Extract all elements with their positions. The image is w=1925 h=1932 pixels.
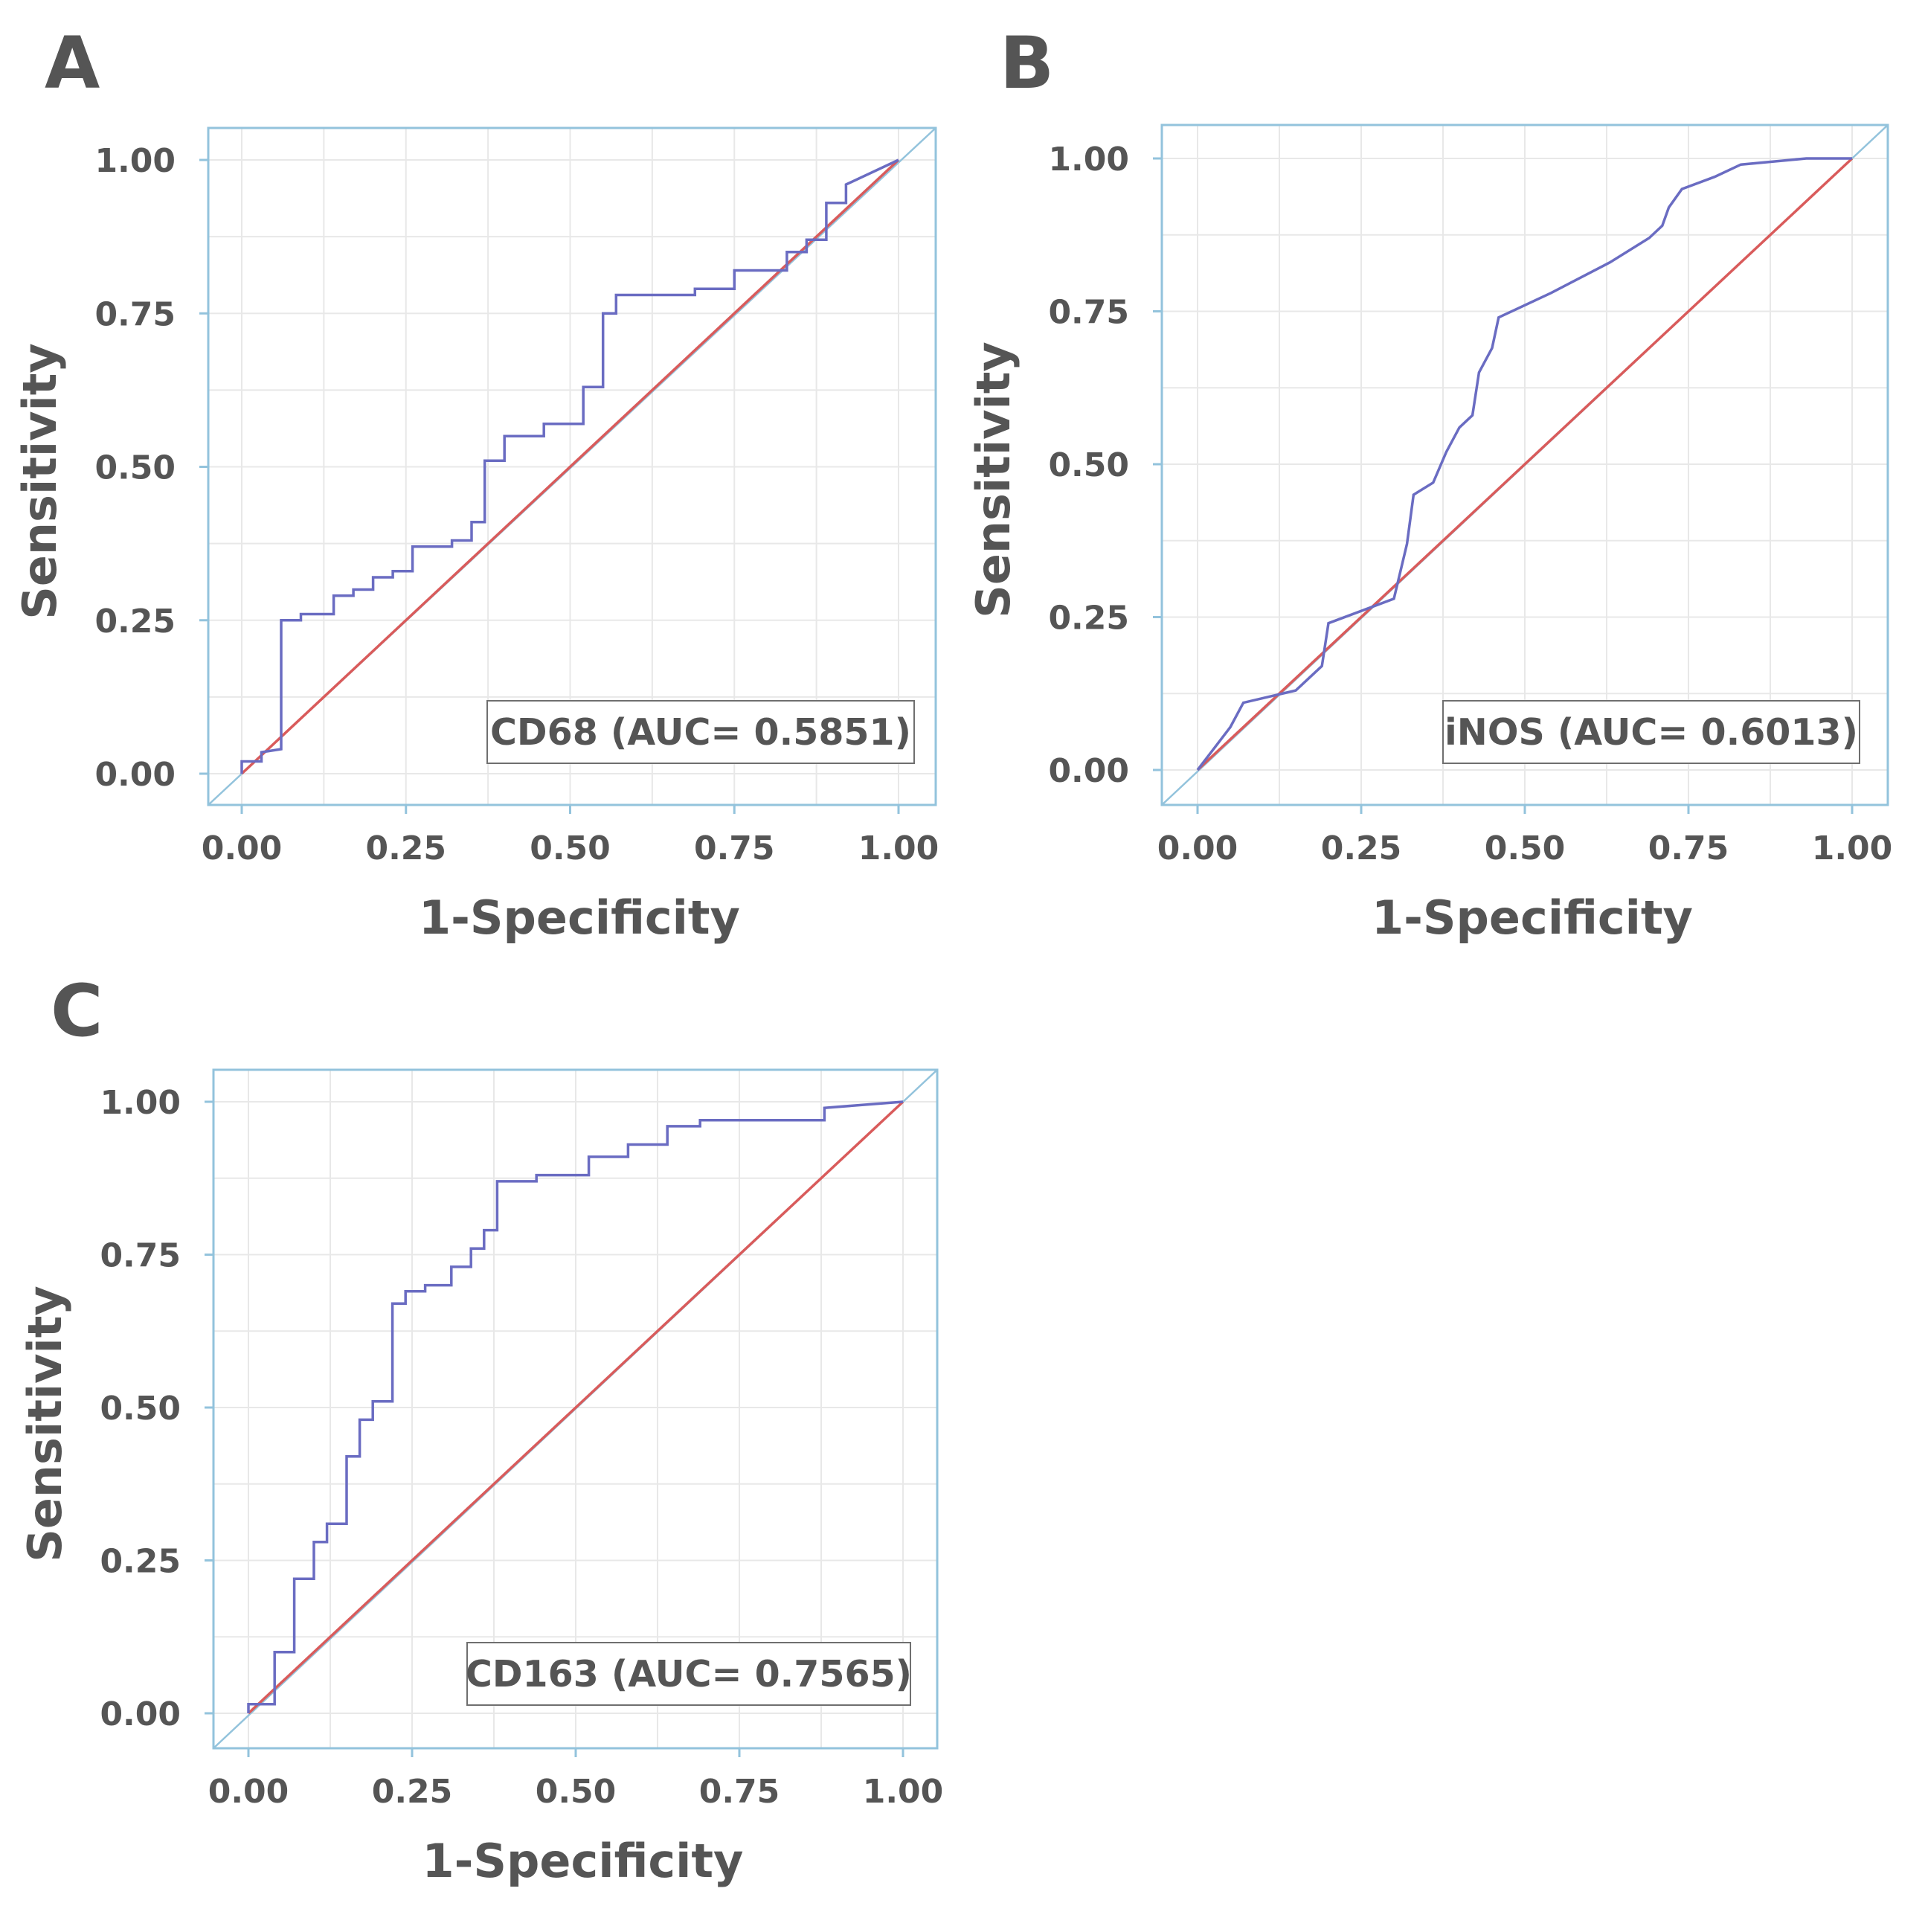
y-tick-label: 0.00 [100,1695,181,1733]
legend-box-b: iNOS (AUC= 0.6013) [1442,700,1860,764]
panel-letter-b: B [1000,22,1054,105]
legend-frame [1442,700,1860,764]
y-tick-label: 0.00 [1048,752,1129,790]
legend-frame [486,700,915,764]
x-tick-label: 0.50 [1485,829,1566,867]
y-tick-label: 0.50 [100,1390,181,1428]
panel-letter-c: C [51,969,103,1053]
y-axis-title: Sensitivity [18,1286,72,1562]
y-axis-title: Sensitivity [13,343,67,620]
x-tick-label: 0.75 [699,1773,780,1811]
x-tick-label: 0.50 [530,829,611,867]
legend-box-c: CD163 (AUC= 0.7565) [466,1642,912,1706]
legend-box-a: CD68 (AUC= 0.5851) [486,700,915,764]
y-tick-label: 0.25 [94,603,176,641]
x-axis-title: 1-Specificity [1372,890,1693,945]
x-axis-title: 1-Specificity [422,1834,744,1888]
legend-frame [466,1642,911,1706]
x-tick-label: 0.25 [1321,829,1402,867]
panel-letter-a: A [45,22,100,105]
legend-label: CD68 (AUC= 0.5851) [490,711,911,754]
panel-b-chart: 0.00 0.00 0.25 0.25 0.50 0.50 0.75 0.75 1.00 1.00… [966,123,1893,945]
x-tick-label: 0.00 [208,1773,289,1811]
panel-a-chart: 0.00 0.00 0.25 0.25 0.50 0.50 0.75 0.75 1.00 1.00… [13,126,939,945]
x-tick-label: 0.00 [1157,829,1238,867]
y-axis-title: Sensitivity [966,341,1021,618]
legend-label: iNOS (AUC= 0.6013) [1444,711,1858,754]
x-tick-label: 0.25 [365,829,446,867]
panel-c-chart: 0.00 0.00 0.25 0.25 0.50 0.50 0.75 0.75 1.00 1.00… [18,1068,944,1888]
y-tick-label: 0.50 [94,449,176,487]
y-tick-label: 1.00 [1048,141,1129,179]
legend-label: CD163 (AUC= 0.7565) [466,1653,912,1695]
y-tick-label: 0.75 [100,1237,181,1275]
reference-line [247,1100,904,1715]
reference-line [1196,157,1854,771]
y-tick-label: 0.00 [94,756,176,794]
y-tick-label: 0.25 [100,1543,181,1581]
x-tick-label: 0.25 [372,1773,453,1811]
roc-curve-cd163 [247,1100,904,1713]
x-tick-label: 1.00 [1812,829,1893,867]
x-tick-label: 0.75 [694,829,775,867]
x-tick-label: 1.00 [858,829,939,867]
x-tick-label: 0.75 [1648,829,1729,867]
y-tick-label: 0.50 [1048,446,1129,484]
roc-curve-cd68 [240,158,899,774]
roc-curve-inos [1196,157,1852,771]
x-tick-label: 0.50 [536,1773,617,1811]
x-tick-label: 1.00 [863,1773,944,1811]
reference-line [240,158,900,775]
y-tick-label: 1.00 [94,142,176,180]
y-tick-label: 1.00 [100,1084,181,1122]
x-tick-label: 0.00 [202,829,283,867]
y-tick-label: 0.25 [1048,600,1129,638]
y-tick-label: 0.75 [1048,294,1129,332]
y-tick-label: 0.75 [94,295,176,333]
x-axis-title: 1-Specificity [419,890,740,945]
